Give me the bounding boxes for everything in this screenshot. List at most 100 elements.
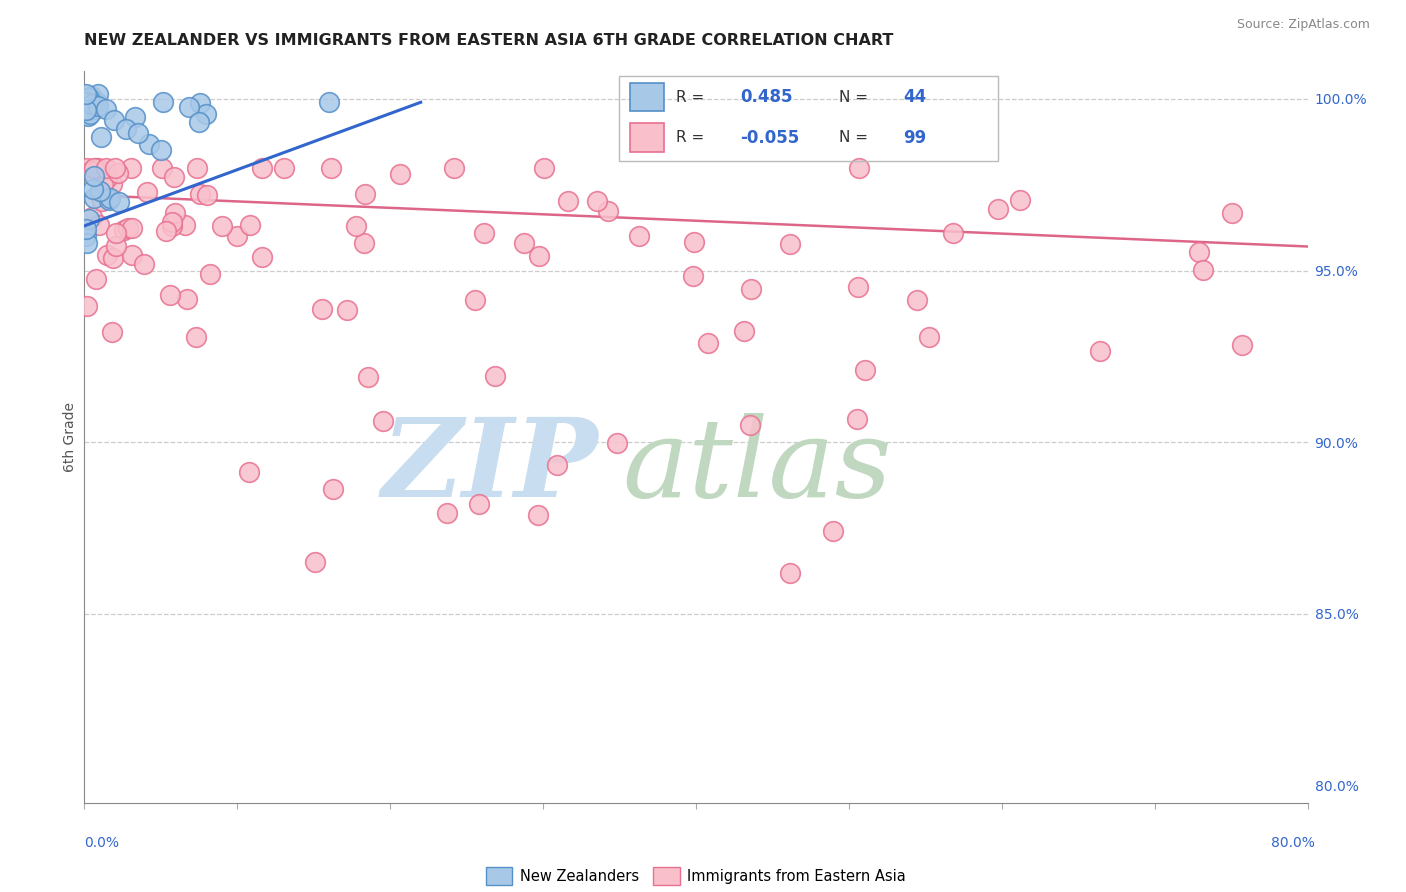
Point [76,235,98,250]
Point [606,435,628,450]
Point [77,212,100,227]
Point [75,229,97,244]
Point [104,238,127,252]
Text: 0.0%: 0.0% [84,836,120,850]
Point [89,184,111,198]
Point [152,95,174,110]
Point [779,236,801,251]
Text: N =: N = [839,89,873,104]
Point [77,96,100,111]
Point [91,194,114,209]
Point [149,144,172,158]
Point [195,188,218,202]
Point [557,194,579,209]
Point [159,288,181,302]
Point [318,95,340,110]
Point [942,226,965,240]
Point [83,169,105,184]
Point [101,177,124,191]
Point [627,229,650,244]
Point [75,101,97,115]
Point [683,235,706,250]
Point [211,219,233,234]
Point [86,87,108,101]
Point [353,236,375,251]
Point [546,458,568,473]
Point [198,267,221,281]
Point [176,292,198,306]
Point [83,191,105,205]
Text: 0.485: 0.485 [740,88,793,106]
Point [83,97,105,112]
Point [1220,206,1243,220]
Point [101,325,124,339]
Point [104,161,127,175]
Point [238,465,260,479]
Bar [630,123,664,152]
Point [174,218,197,232]
Point [76,109,98,123]
Point [87,98,110,112]
Point [905,293,928,308]
Point [75,95,97,109]
Point [467,497,489,511]
Point [120,161,142,175]
Point [187,115,209,129]
Point [1191,262,1213,277]
Point [596,204,619,219]
Point [585,194,607,208]
Point [188,96,211,111]
Point [239,219,262,233]
Point [321,161,343,175]
Point [226,229,249,244]
Point [75,222,97,236]
Point [484,369,506,384]
Point [94,161,117,175]
Point [344,219,367,233]
Point [91,177,114,191]
Point [250,250,273,264]
Point [846,280,869,294]
Point [336,303,359,318]
Point [436,506,458,520]
Point [163,205,186,219]
Point [513,235,536,250]
Point [779,566,801,580]
Point [107,167,129,181]
Point [132,257,155,271]
Point [77,91,100,105]
Point [87,161,110,175]
Point [127,126,149,140]
Text: N =: N = [839,130,873,145]
Point [1008,194,1031,208]
Point [84,272,107,286]
Point [96,248,118,262]
Point [527,249,550,263]
Point [845,411,868,425]
Point [75,95,97,110]
Point [114,122,136,136]
Point [83,161,105,175]
Point [96,170,118,185]
Point [101,251,124,265]
Point [987,202,1010,216]
Point [160,215,183,229]
Point [103,112,125,127]
Point [98,193,121,207]
Point [273,161,295,175]
Point [194,107,217,121]
Point [322,483,344,497]
Point [86,161,108,175]
Point [84,102,107,116]
Point [388,167,411,181]
Point [740,282,762,296]
Legend: New Zealanders, Immigrants from Eastern Asia: New Zealanders, Immigrants from Eastern … [481,861,911,890]
Point [87,218,110,232]
Point [696,336,718,351]
Point [98,191,121,205]
Point [311,301,333,316]
Point [94,102,117,116]
Text: R =: R = [675,130,709,145]
Point [75,103,97,117]
Point [163,170,186,185]
